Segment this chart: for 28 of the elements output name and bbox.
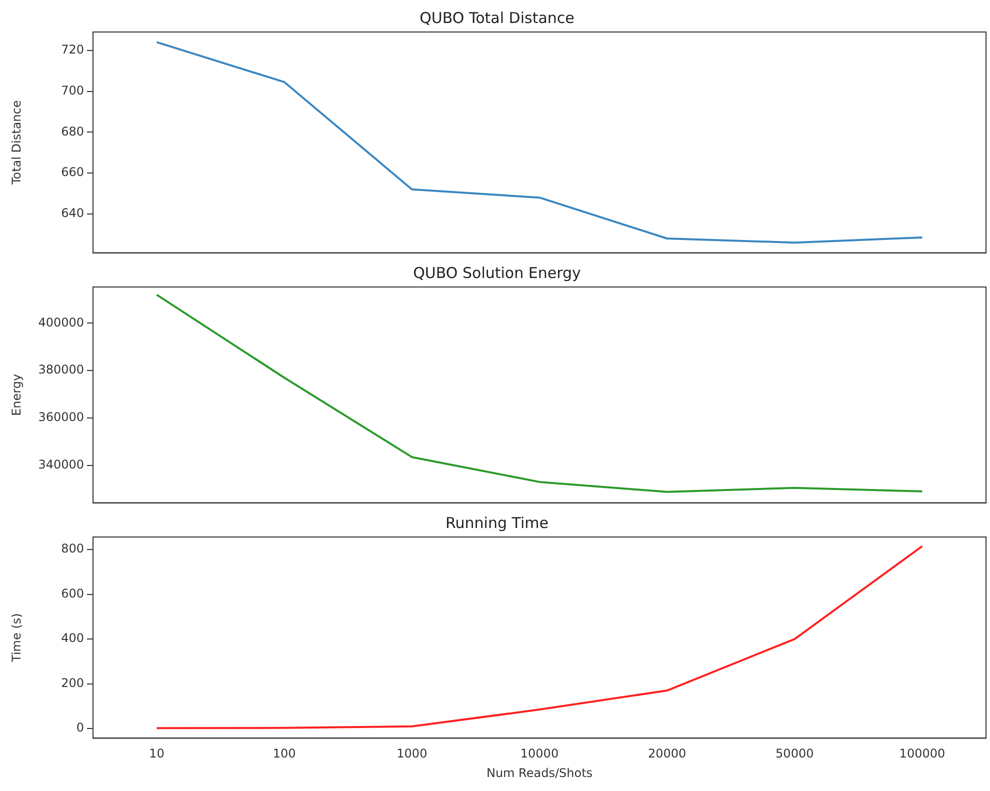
y-tick-label: 640 [61, 206, 84, 220]
y-tick-label: 600 [61, 586, 84, 600]
y-tick-label: 400 [61, 631, 84, 646]
x-tick-label: 10 [149, 746, 164, 761]
x-tick-label: 100000 [899, 746, 946, 761]
x-tick-label: 50000 [776, 746, 814, 761]
y-tick-label: 720 [61, 42, 84, 57]
chart-title: QUBO Solution Energy [413, 264, 582, 282]
y-tick-label: 0 [76, 720, 84, 735]
y-axis-title: Total Distance [9, 100, 24, 186]
y-tick-label: 200 [61, 676, 84, 690]
y-tick-label: 380000 [38, 362, 84, 377]
x-tick-label: 20000 [648, 746, 686, 761]
x-tick-label: 100 [272, 746, 296, 761]
chart-title: Running Time [446, 514, 548, 532]
y-tick-label: 680 [61, 124, 84, 138]
y-tick-label: 700 [61, 83, 84, 98]
x-axis-title: Num Reads/Shots [486, 766, 593, 780]
y-tick-label: 660 [61, 165, 84, 180]
y-tick-label: 800 [61, 542, 84, 556]
y-axis-title: Energy [9, 374, 24, 416]
y-axis-title: Time (s) [9, 613, 24, 663]
x-tick-label: 1000 [396, 746, 428, 761]
y-tick-label: 360000 [38, 410, 84, 424]
chart-title: QUBO Total Distance [420, 8, 574, 27]
x-tick-label: 10000 [520, 746, 559, 761]
y-tick-label: 400000 [38, 315, 84, 330]
y-tick-label: 340000 [38, 458, 84, 472]
